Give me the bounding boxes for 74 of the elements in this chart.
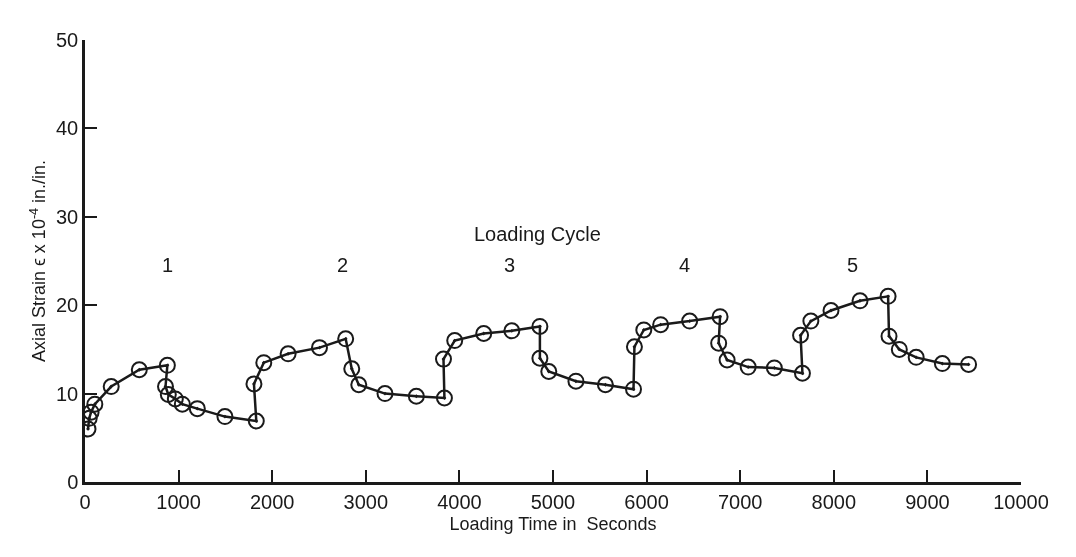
x-tick-label: 6000 bbox=[624, 490, 669, 513]
point bbox=[960, 355, 978, 373]
y-tick-label: 50 bbox=[56, 29, 79, 51]
point bbox=[765, 359, 783, 377]
point bbox=[851, 292, 869, 310]
y-tick-label: 30 bbox=[56, 205, 79, 228]
point bbox=[188, 400, 206, 418]
point bbox=[279, 345, 297, 363]
point bbox=[880, 327, 898, 345]
point bbox=[531, 349, 549, 367]
point bbox=[596, 376, 614, 394]
point bbox=[343, 360, 361, 378]
point bbox=[435, 350, 452, 368]
point bbox=[255, 354, 273, 372]
x-tick-label: 1000 bbox=[156, 490, 201, 513]
annotation: 5 bbox=[847, 254, 859, 276]
point bbox=[710, 334, 728, 352]
point bbox=[245, 375, 263, 393]
x-tick-label: 4000 bbox=[437, 490, 482, 513]
point bbox=[567, 372, 585, 390]
point bbox=[475, 324, 493, 342]
point bbox=[802, 312, 820, 330]
point bbox=[157, 378, 174, 396]
point bbox=[739, 358, 757, 376]
x-tick-label: 9000 bbox=[905, 490, 950, 513]
point bbox=[625, 380, 642, 398]
point bbox=[158, 356, 176, 374]
point bbox=[718, 351, 736, 369]
point bbox=[531, 317, 549, 335]
annotation: 3 bbox=[504, 254, 516, 276]
point bbox=[350, 376, 368, 394]
y-tick-label: 40 bbox=[56, 117, 79, 140]
y-tick-label: 0 bbox=[67, 471, 79, 493]
x-tick-label: 3000 bbox=[343, 490, 389, 513]
point bbox=[540, 363, 558, 380]
point bbox=[86, 395, 104, 413]
point bbox=[166, 390, 184, 408]
point bbox=[793, 364, 811, 382]
x-axis-title: Loading Time in Seconds bbox=[449, 513, 657, 534]
annotation: 2 bbox=[337, 254, 349, 276]
point bbox=[879, 287, 897, 305]
point bbox=[337, 330, 355, 348]
point bbox=[822, 302, 840, 319]
point bbox=[435, 389, 453, 407]
point bbox=[446, 332, 464, 350]
point bbox=[933, 355, 951, 373]
x-tick-label: 10000 bbox=[993, 490, 1049, 513]
point bbox=[130, 361, 148, 379]
point bbox=[407, 387, 425, 405]
annotation: Loading Cycle bbox=[474, 223, 601, 245]
x-tick-label: 2000 bbox=[249, 490, 295, 513]
point bbox=[652, 316, 670, 334]
point bbox=[216, 408, 234, 426]
point bbox=[102, 378, 120, 396]
point bbox=[159, 385, 177, 403]
y-tick-label: 20 bbox=[56, 294, 79, 317]
point bbox=[503, 322, 521, 340]
point bbox=[635, 321, 653, 339]
point bbox=[711, 308, 729, 326]
point bbox=[792, 326, 810, 344]
annotation: 1 bbox=[162, 254, 174, 276]
point bbox=[310, 339, 328, 357]
point bbox=[247, 412, 265, 430]
point bbox=[681, 312, 699, 330]
y-tick-label: 10 bbox=[56, 382, 79, 405]
x-tick-label: 5000 bbox=[530, 490, 576, 513]
point bbox=[376, 385, 394, 403]
point bbox=[907, 348, 925, 366]
point bbox=[173, 395, 191, 413]
point bbox=[890, 340, 908, 358]
annotation: 4 bbox=[679, 254, 691, 276]
x-tick-label: 7000 bbox=[717, 490, 763, 513]
point bbox=[625, 338, 643, 356]
x-tick-label: 8000 bbox=[811, 490, 857, 513]
